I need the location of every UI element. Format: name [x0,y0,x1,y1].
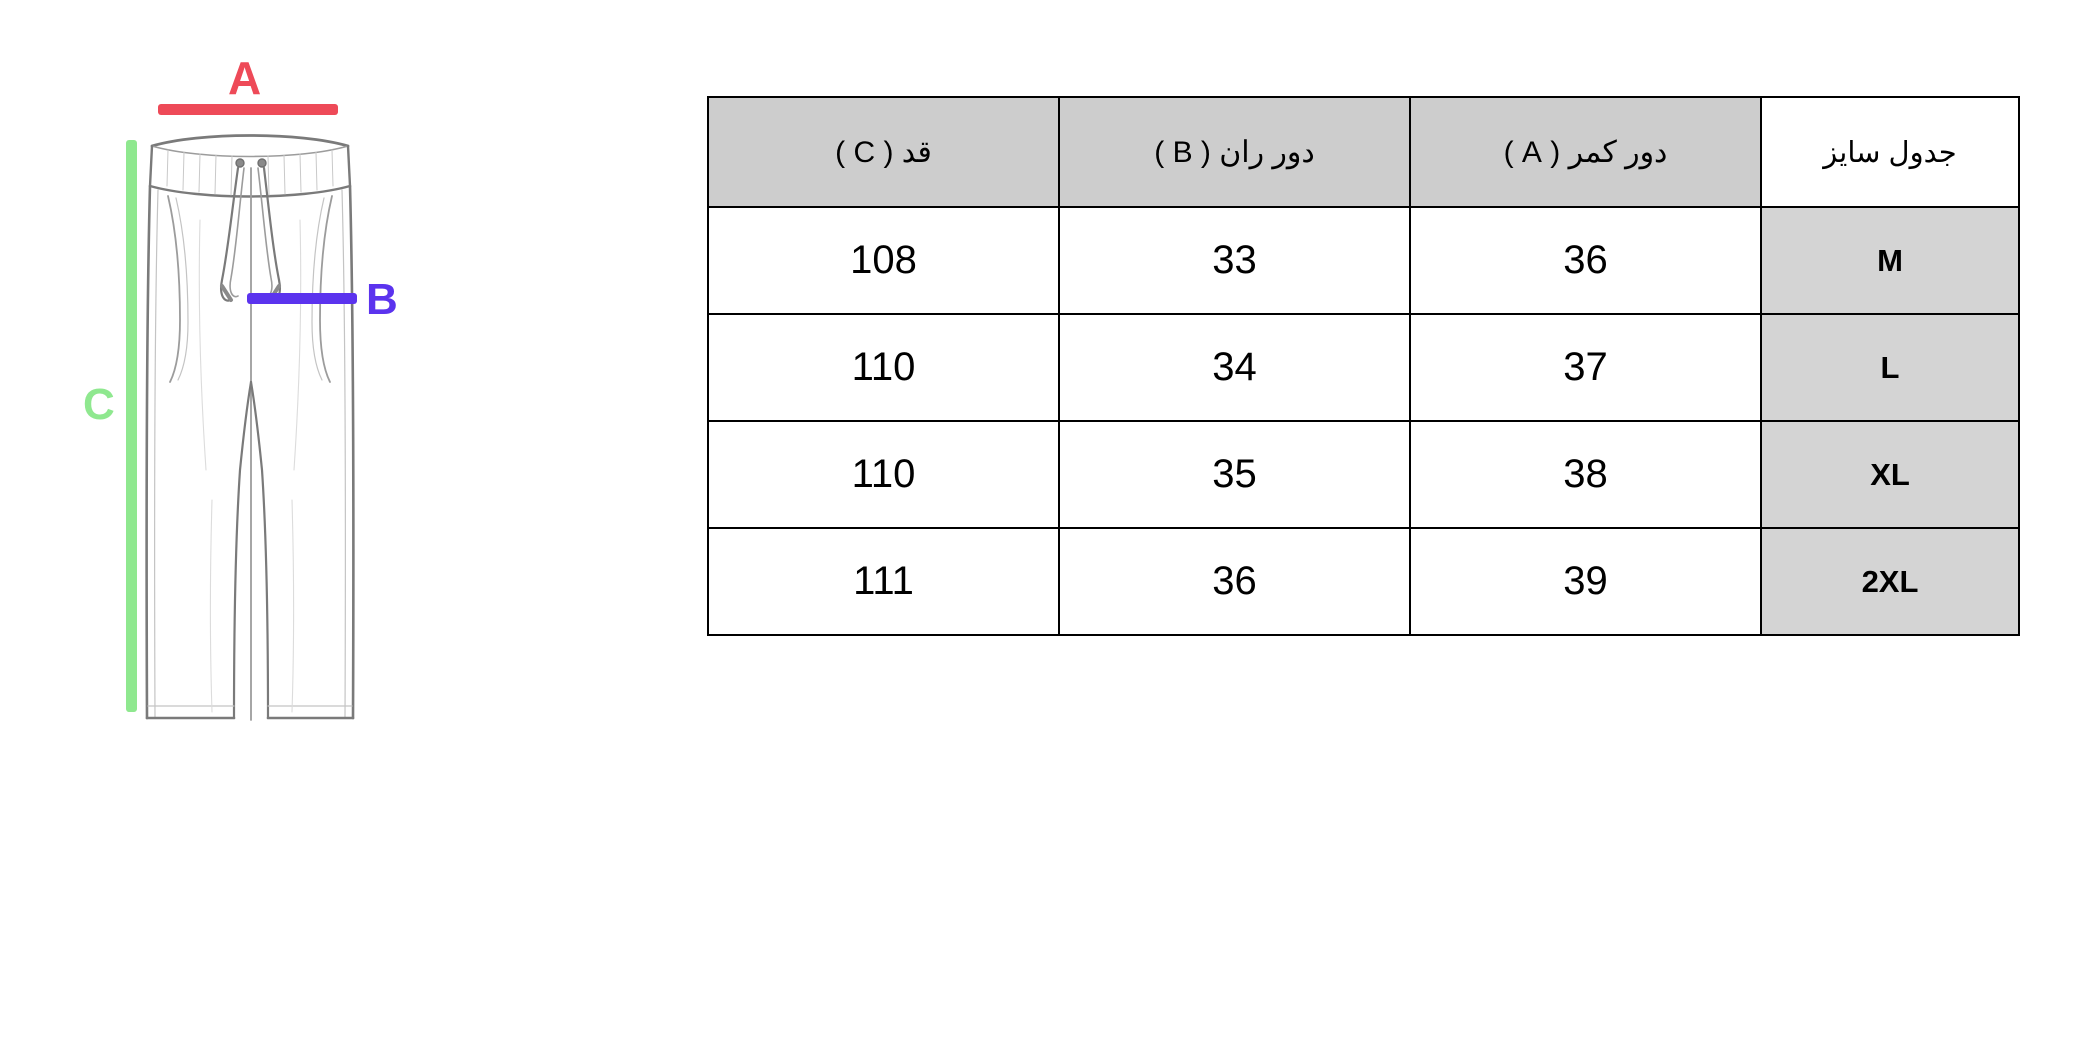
waist-measure-bar [158,104,338,115]
cell-waist: 38 [1409,420,1762,529]
table-row: XL 38 35 110 [707,420,2020,529]
cell-waist: 36 [1409,206,1762,315]
size-table-panel: جدول سایز دور کمر ( A ) دور ران ( B ) قد… [690,0,2100,1044]
header-thigh: دور ران ( B ) [1058,96,1411,208]
pants-illustration-panel: A B C [0,0,690,1044]
table-row: M 36 33 108 [707,206,2020,315]
size-table: جدول سایز دور کمر ( A ) دور ران ( B ) قد… [707,96,2020,636]
thigh-measure-bar [247,293,357,304]
cell-thigh: 36 [1058,527,1411,636]
marker-label-b: B [366,275,398,324]
cell-length: 108 [707,206,1060,315]
table-row: L 37 34 110 [707,313,2020,422]
marker-label-a: A [228,52,262,104]
cell-thigh: 33 [1058,206,1411,315]
sweatpants-drawing [145,134,355,721]
marker-label-c: C [83,380,115,429]
cell-length: 111 [707,527,1060,636]
cell-length: 110 [707,313,1060,422]
cell-waist: 39 [1409,527,1762,636]
cell-length: 110 [707,420,1060,529]
cell-size: 2XL [1760,527,2020,636]
cell-size: XL [1760,420,2020,529]
header-size: جدول سایز [1760,96,2020,208]
cell-thigh: 35 [1058,420,1411,529]
cell-size: M [1760,206,2020,315]
length-measure-bar [126,140,137,712]
header-waist: دور کمر ( A ) [1409,96,1762,208]
header-length: قد ( C ) [707,96,1060,208]
cell-thigh: 34 [1058,313,1411,422]
cell-waist: 37 [1409,313,1762,422]
table-header-row: جدول سایز دور کمر ( A ) دور ران ( B ) قد… [707,96,2020,208]
table-row: 2XL 39 36 111 [707,527,2020,636]
cell-size: L [1760,313,2020,422]
